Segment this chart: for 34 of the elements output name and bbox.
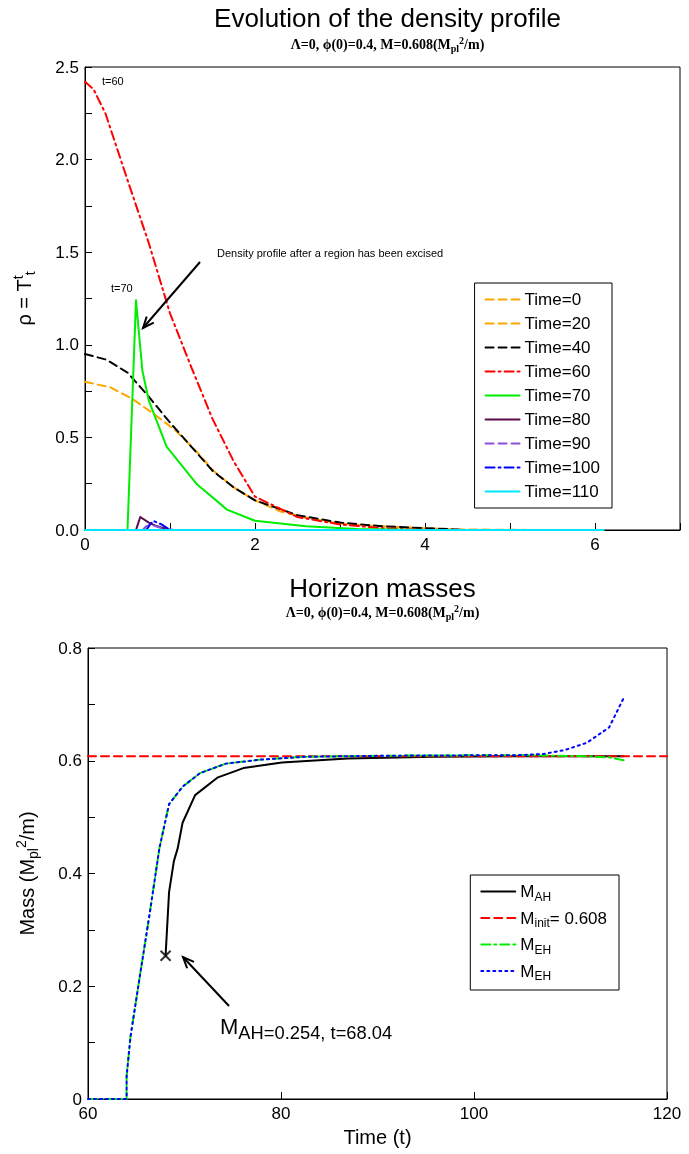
annotation: M$_{AH=0.254, t=68.04}$ [220,1014,393,1044]
x-tick-label: 6 [590,535,600,554]
legend-label: Time=70 [524,386,591,405]
y-tick-label: 0.5 [55,427,79,447]
legend-label: Time=0 [524,290,582,309]
x-tick-label: 2 [250,535,260,554]
legend-label: Time=20 [524,314,591,333]
y-tick-label: 0.4 [58,864,82,883]
x-tick-label: 80 [271,1104,291,1123]
y-tick-label: 2.5 [55,57,79,77]
legend-label: Time=90 [524,434,591,453]
y-tick-label: 2.0 [55,150,79,170]
legend-label: Time=60 [524,362,591,381]
x-tick-label: 100 [459,1104,489,1123]
y-tick-label: 0.0 [55,520,79,540]
annotation: t=70 [111,282,133,294]
y-tick-label: 0.8 [58,638,82,658]
x-tick-label: 120 [652,1104,682,1123]
y-tick-label: 1.0 [55,335,79,355]
x-tick-label: 4 [420,535,430,554]
legend-label: Time=100 [524,458,600,477]
y-axis-title: Mass (Mpl2/m) [13,811,41,936]
chart-title: Evolution of the density profile [214,3,561,33]
y-tick-label: 0.6 [58,751,82,771]
x-axis-title: Time (t) [343,1126,412,1148]
chart-title: Horizon masses [289,573,476,603]
legend-label: Time=40 [524,338,591,357]
annotation: Density profile after a region has been excised [217,247,444,259]
y-tick-label: 0.2 [58,976,82,996]
legend-label: Time=110 [524,482,599,501]
annotation: t=60 [102,75,124,87]
y-tick-label: 1.5 [55,242,79,262]
x-tick-label: 60 [78,1104,98,1123]
legend-label: Time=80 [524,410,591,429]
